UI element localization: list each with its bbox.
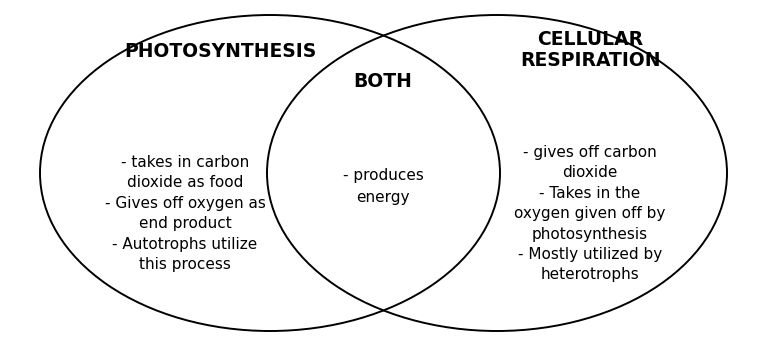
Text: CELLULAR
RESPIRATION: CELLULAR RESPIRATION	[520, 30, 660, 70]
Text: PHOTOSYNTHESIS: PHOTOSYNTHESIS	[124, 42, 316, 61]
Text: - gives off carbon
dioxide
- Takes in the
oxygen given off by
photosynthesis
- M: - gives off carbon dioxide - Takes in th…	[515, 145, 666, 282]
Text: BOTH: BOTH	[354, 72, 413, 91]
Text: - takes in carbon
dioxide as food
- Gives off oxygen as
end product
- Autotrophs: - takes in carbon dioxide as food - Give…	[104, 155, 265, 272]
Text: - produces
energy: - produces energy	[343, 168, 423, 205]
